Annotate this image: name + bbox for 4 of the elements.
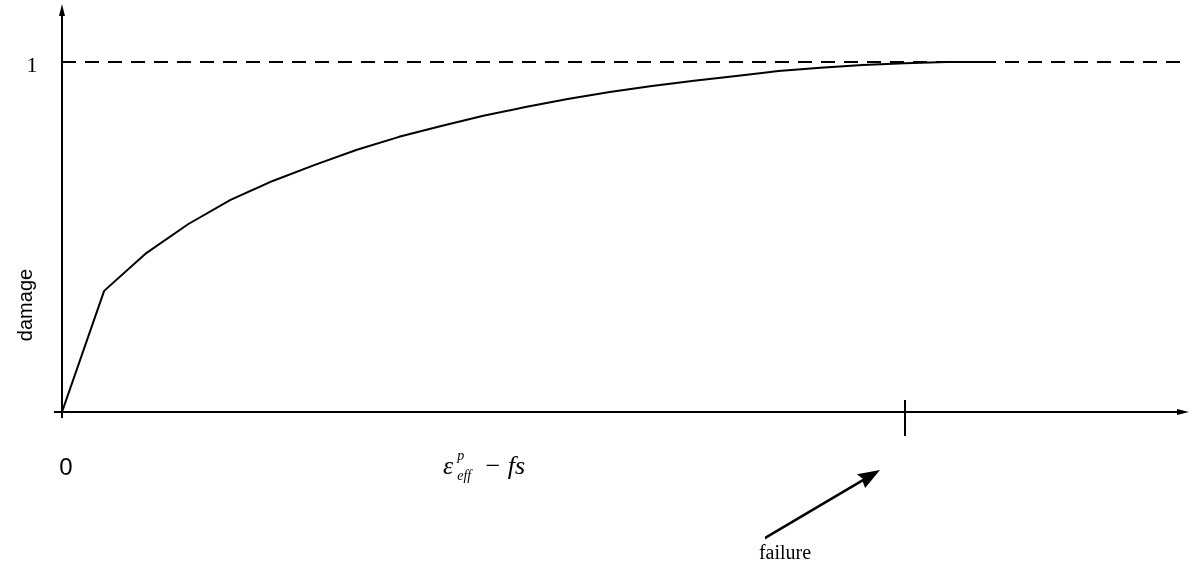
y-axis-title: damage: [13, 268, 36, 342]
text: 0: [59, 452, 73, 480]
text: failure: [758, 541, 812, 564]
ref-line-label: 1: [26, 51, 38, 77]
